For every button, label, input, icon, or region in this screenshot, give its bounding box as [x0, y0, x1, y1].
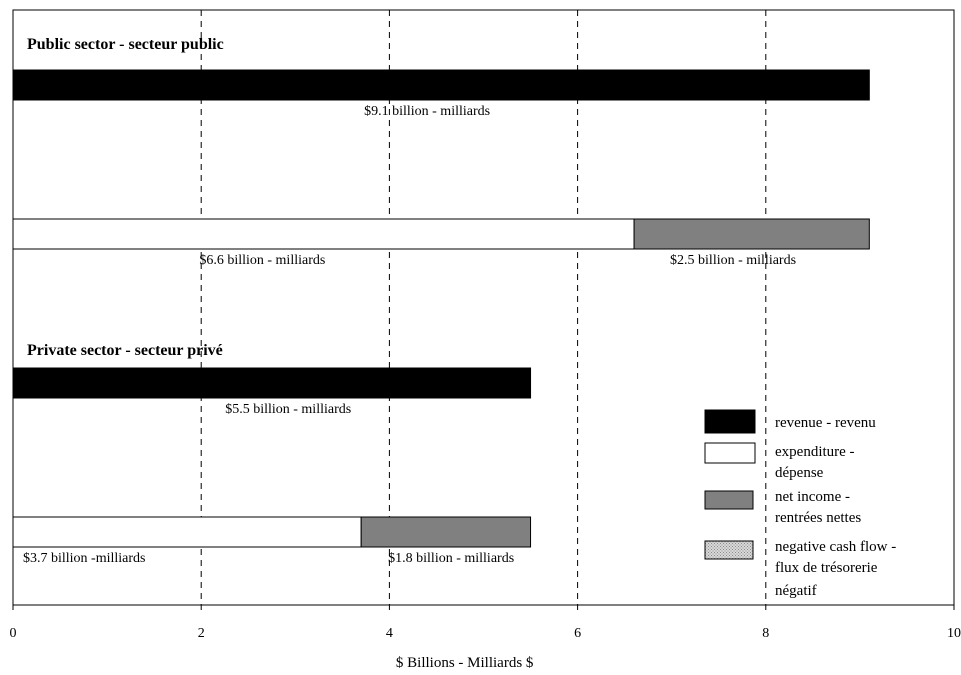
bar-value-label: $9.1 billion - milliards — [364, 104, 490, 119]
legend-swatch — [704, 490, 754, 510]
section-title: Private sector - secteur privé — [27, 342, 223, 359]
legend-swatch — [704, 409, 756, 434]
legend-label: revenue - revenu — [775, 415, 876, 431]
plot-frame — [12, 9, 955, 606]
legend-swatch — [704, 442, 756, 464]
legend-label: flux de trésorerie — [775, 560, 878, 576]
x-tick-label: 0 — [10, 626, 17, 641]
bar-labels: Public sector - secteur public $9.1 billi… — [23, 36, 796, 566]
legend-label: negative cash flow - — [775, 539, 896, 555]
bar-expenditure — [12, 218, 635, 250]
bar-value-label: $1.8 billion - milliards — [388, 551, 514, 566]
legend-item-revenue: revenue - revenu — [704, 409, 876, 434]
bar-value-label: $3.7 billion -milliards — [23, 551, 146, 566]
bar-net-income — [360, 516, 532, 548]
bar-revenue — [12, 69, 870, 101]
x-tick-label: 4 — [386, 626, 393, 641]
bar-value-label: $5.5 billion - milliards — [225, 402, 351, 417]
gridlines — [200, 10, 767, 605]
bar-value-label: $2.5 billion - milliards — [670, 253, 796, 268]
x-tick-label: 2 — [198, 626, 205, 641]
legend-label: expenditure - — [775, 444, 855, 460]
legend-item-expenditure: expenditure - dépense — [704, 442, 855, 481]
legend-label: dépense — [775, 465, 824, 481]
x-tick-label: 10 — [947, 626, 961, 641]
legend-label: négatif — [775, 583, 817, 599]
legend-item-net-income: net income - rentrées nettes — [704, 489, 861, 526]
x-axis-title: $ Billions - Milliards $ — [396, 655, 534, 671]
legend-swatch — [704, 540, 754, 560]
bar-expenditure — [12, 516, 362, 548]
section-title: Public sector - secteur public — [27, 36, 224, 53]
bar-revenue — [12, 367, 532, 399]
x-tick-label: 8 — [762, 626, 769, 641]
x-axis: 0 2 4 6 8 10 $ Billions - Milliards $ — [10, 9, 961, 671]
legend-item-negative-cash-flow: negative cash flow - flux de trésorerie né… — [704, 539, 896, 599]
legend-label: net income - — [775, 489, 850, 505]
legend-label: rentrées nettes — [775, 510, 861, 526]
bars — [12, 69, 870, 548]
bar-value-label: $6.6 billion - milliards — [199, 253, 325, 268]
x-tick-label: 6 — [574, 626, 581, 641]
bar-net-income — [633, 218, 870, 250]
legend: revenue - revenu expenditure - dépense net … — [704, 409, 896, 599]
